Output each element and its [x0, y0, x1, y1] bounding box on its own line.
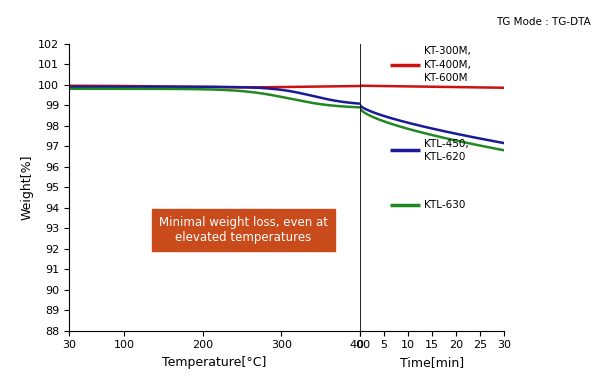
Text: KTL-450,
KTL-620: KTL-450, KTL-620 [424, 138, 469, 162]
Text: Minimal weight loss, even at
elevated temperatures: Minimal weight loss, even at elevated te… [159, 216, 328, 244]
X-axis label: Time[min]: Time[min] [400, 356, 464, 369]
X-axis label: Temperature[°C]: Temperature[°C] [163, 356, 266, 369]
Text: TG Mode : TG-DTA: TG Mode : TG-DTA [496, 17, 591, 27]
Y-axis label: Weight[%]: Weight[%] [21, 154, 34, 220]
Text: KT-300M,
KT-400M,
KT-600M: KT-300M, KT-400M, KT-600M [424, 46, 470, 83]
Text: KTL-630: KTL-630 [424, 200, 465, 210]
